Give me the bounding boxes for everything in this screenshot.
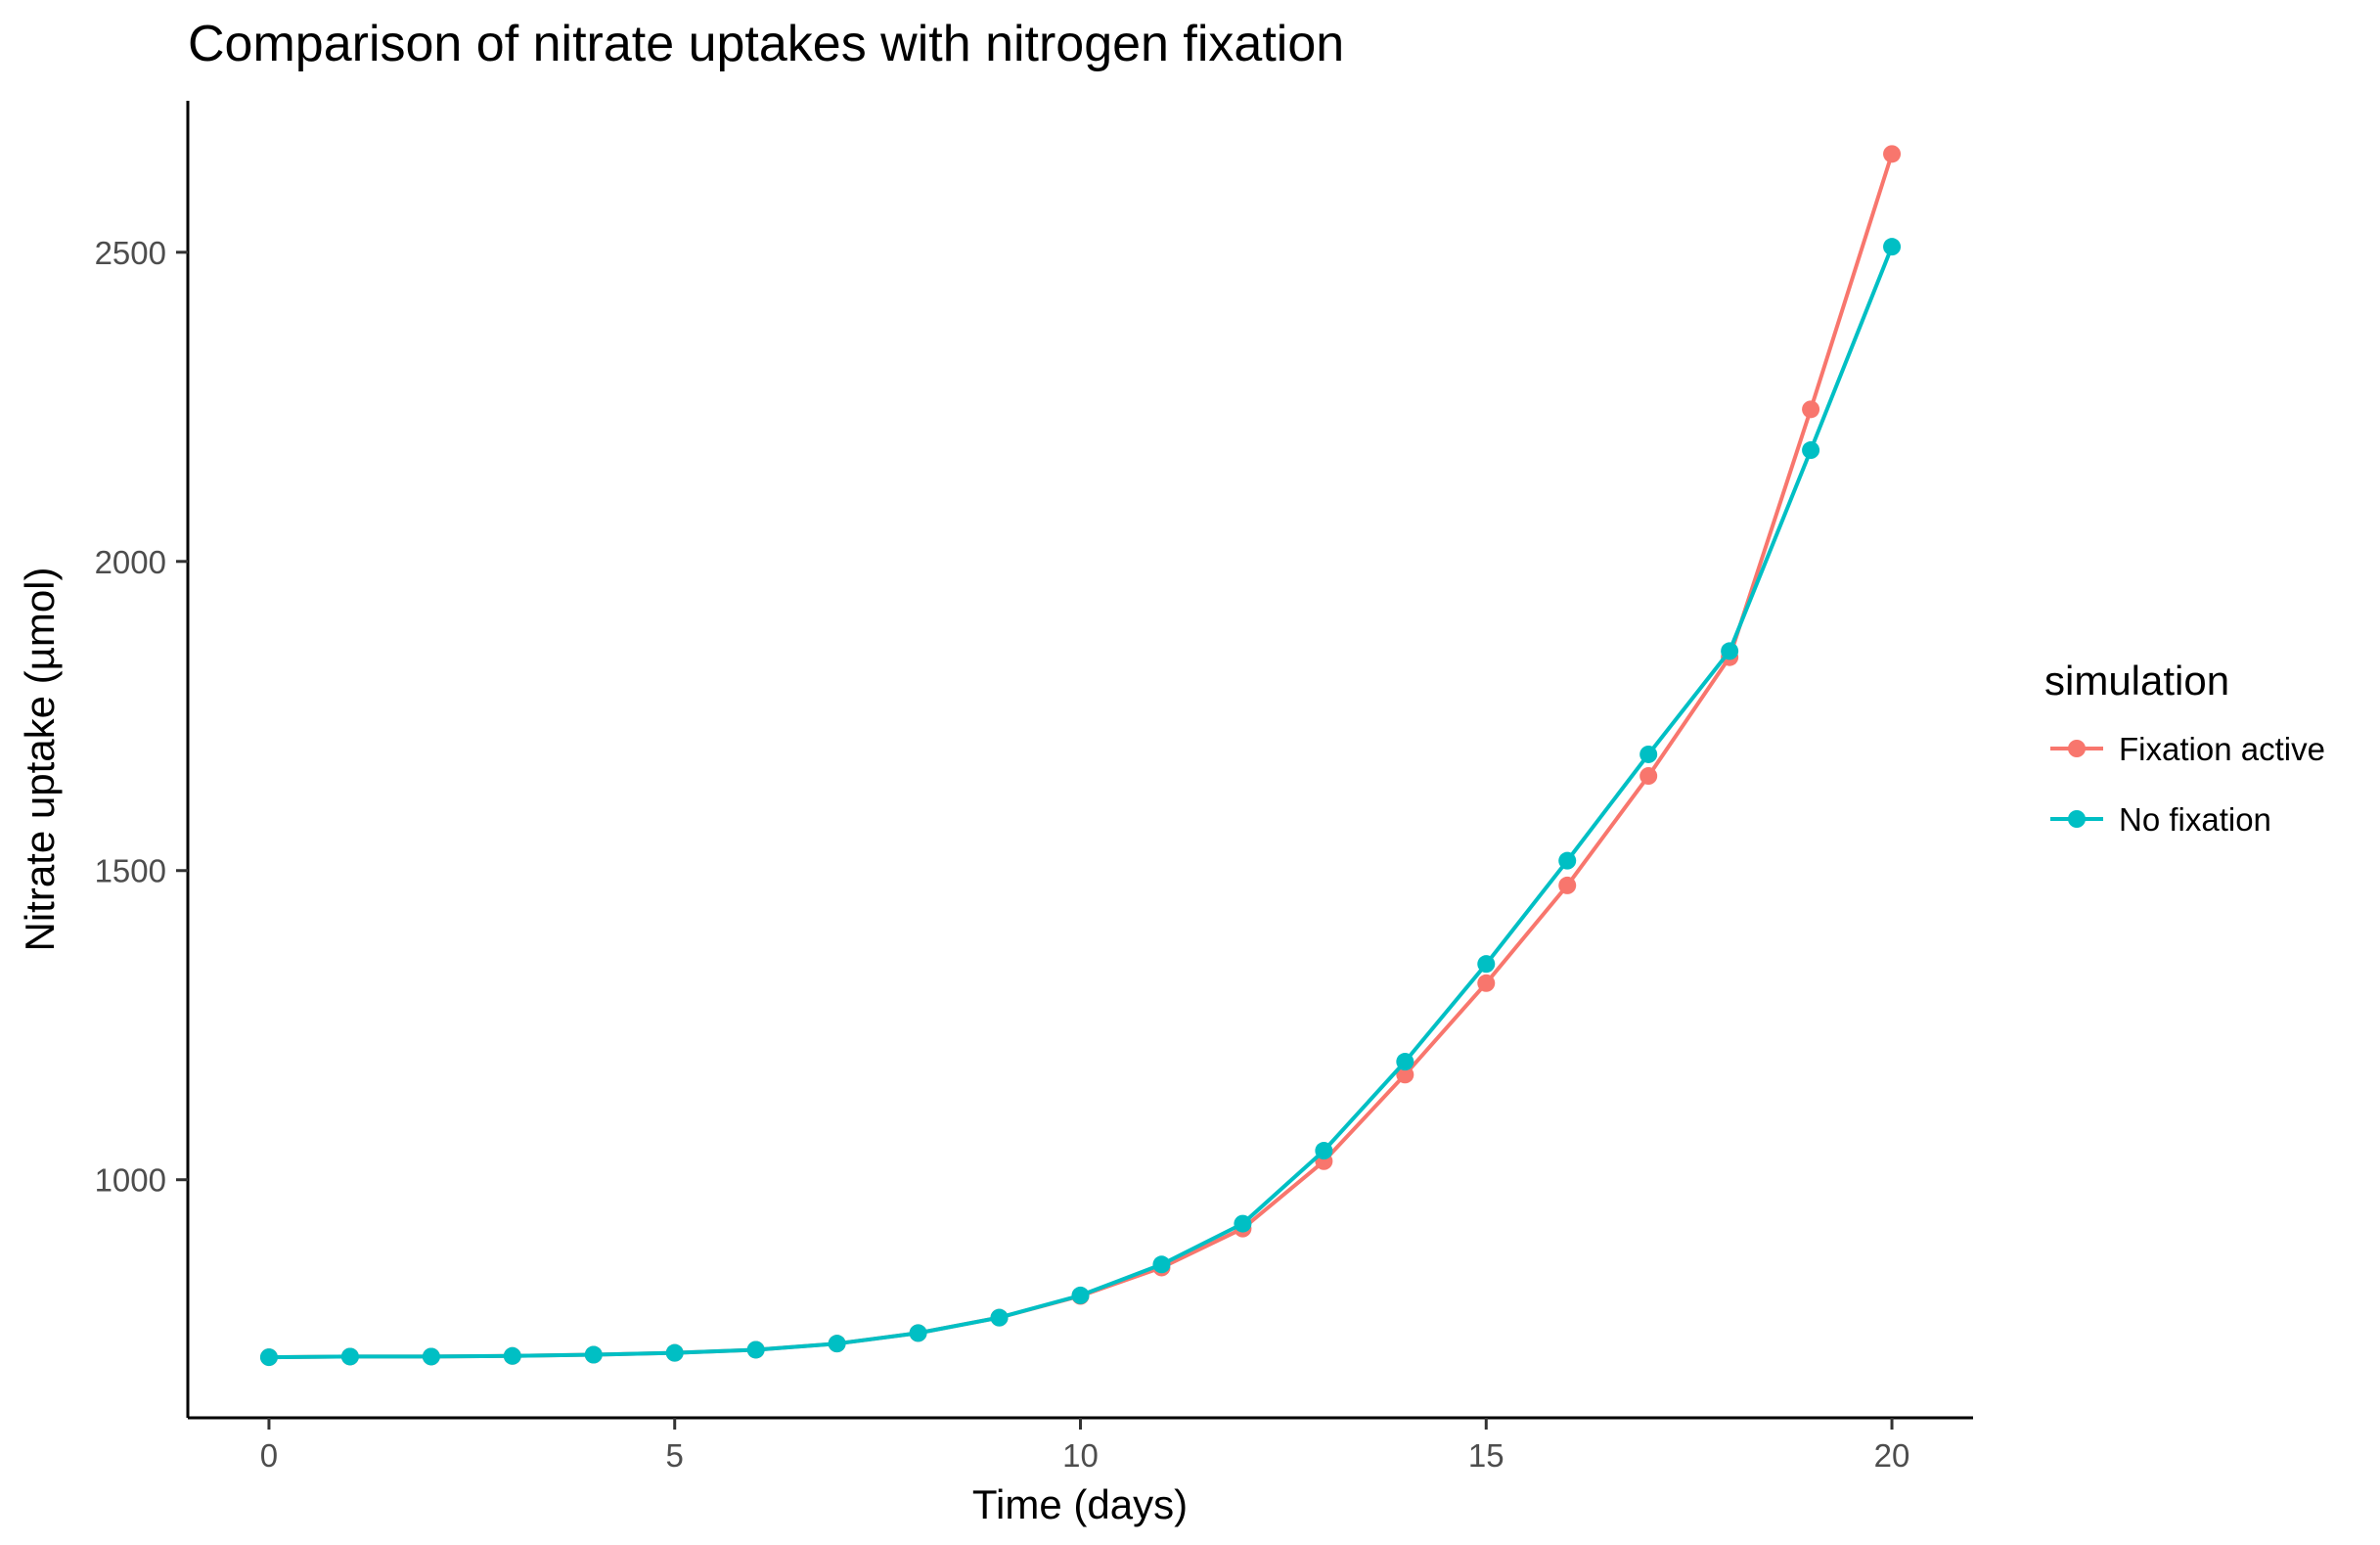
legend-label: No fixation: [2119, 801, 2271, 838]
series-line-1: [268, 246, 1894, 1360]
series-1-point: [503, 1346, 521, 1365]
series-1-point: [1315, 1142, 1333, 1160]
plot-area: [259, 145, 1902, 1367]
legend: simulation Fixation active No fixation: [2044, 658, 2325, 838]
legend-label: Fixation active: [2119, 731, 2325, 767]
y-tick-label: 1000: [95, 1162, 166, 1199]
series-0-point: [1639, 767, 1658, 786]
series-0-point: [1558, 876, 1577, 894]
series-1-point: [990, 1308, 1009, 1327]
x-tick-label: 15: [1468, 1437, 1504, 1474]
series-1-point: [1883, 238, 1902, 256]
series-0-point: [1396, 1066, 1415, 1084]
y-tick-label: 2000: [95, 544, 166, 580]
series-0-point: [1802, 400, 1820, 419]
y-tick-label: 1500: [95, 853, 166, 889]
series-0-point: [1883, 145, 1902, 163]
x-tick-label: 5: [666, 1437, 684, 1474]
series-1-point: [665, 1343, 684, 1362]
series-1-point: [828, 1335, 846, 1353]
series-1-point: [1234, 1214, 1252, 1233]
y-axis-title: Nitrate uptake (µmol): [17, 568, 63, 952]
x-tick-label: 20: [1874, 1437, 1910, 1474]
x-axis-ticks: 0 5 10 15 20: [260, 1418, 1910, 1474]
y-tick-label: 2500: [95, 235, 166, 271]
legend-key-point: [2068, 740, 2086, 757]
series-1-point: [1802, 441, 1820, 460]
series-1-point: [909, 1324, 927, 1342]
series-1-point: [746, 1341, 765, 1359]
series-1-point: [1071, 1286, 1090, 1304]
y-axis-ticks: 1000 1500 2000 2500: [95, 235, 188, 1199]
series-1-point: [340, 1347, 359, 1366]
x-tick-label: 0: [260, 1437, 278, 1474]
series-0-point: [1477, 974, 1496, 992]
series-1-point: [259, 1348, 278, 1367]
series-1-point: [1721, 642, 1739, 660]
series-1-point: [1152, 1255, 1171, 1274]
series-1-point: [1477, 955, 1496, 974]
series-1-point: [422, 1347, 440, 1366]
series-1-point: [584, 1345, 603, 1364]
x-tick-label: 10: [1062, 1437, 1099, 1474]
series-1-point: [1558, 851, 1577, 870]
legend-title: simulation: [2044, 658, 2229, 704]
series-1-point: [1639, 745, 1658, 763]
chart-title: Comparison of nitrate uptakes with nitro…: [188, 16, 1344, 72]
x-axis-title: Time (days): [972, 1481, 1188, 1527]
legend-key-point: [2068, 810, 2086, 828]
series-1-point: [1396, 1053, 1415, 1071]
